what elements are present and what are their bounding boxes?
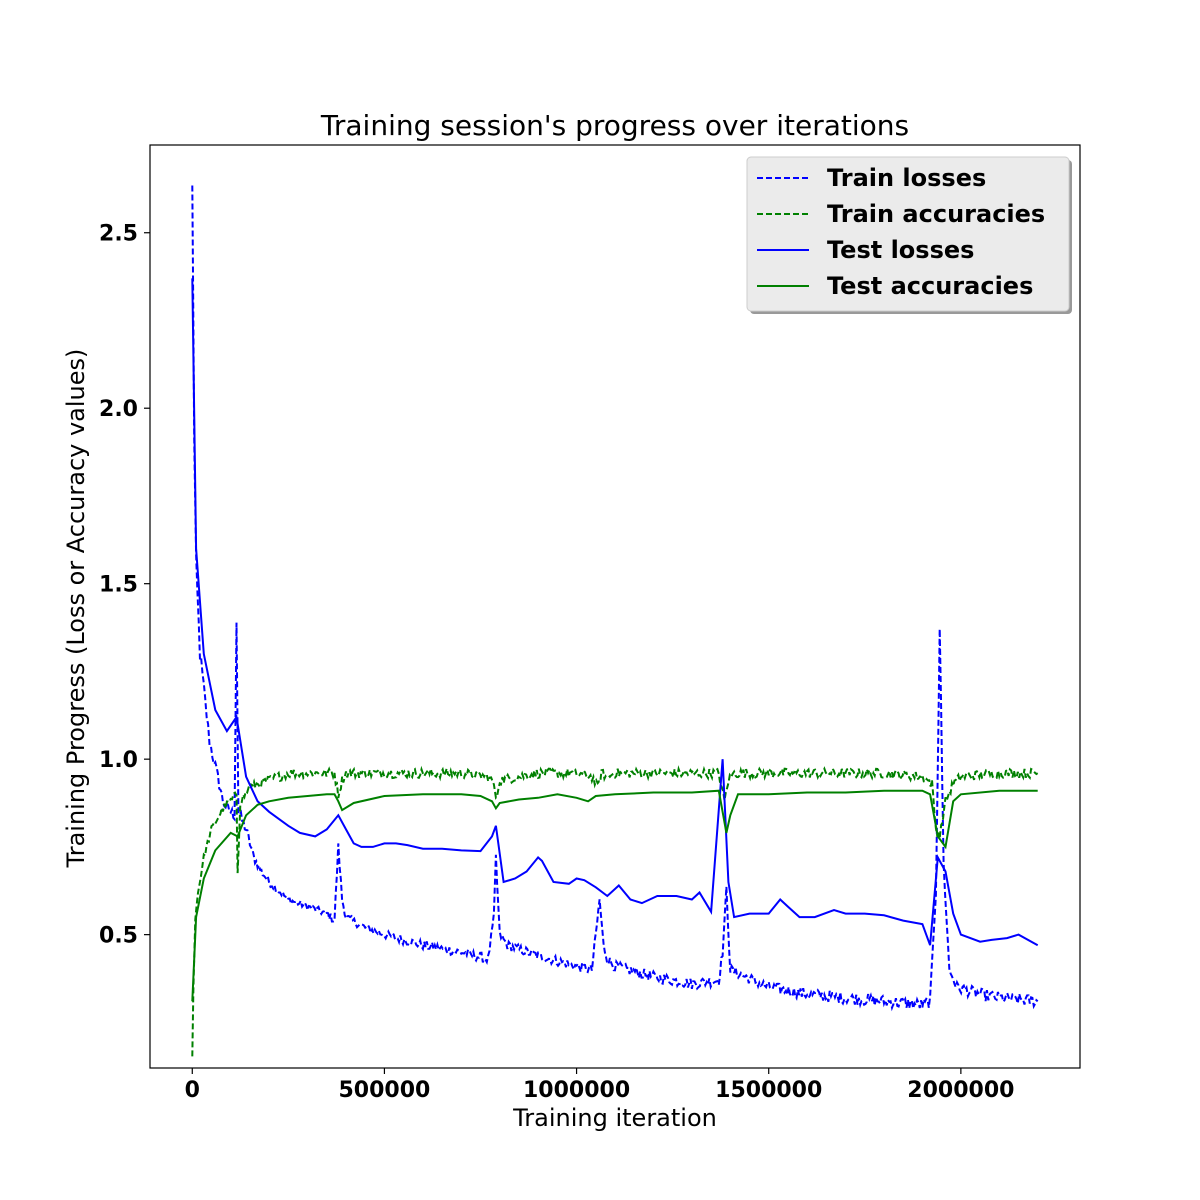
series-line-test-accuracies bbox=[191, 789, 1038, 1002]
plot-lines bbox=[191, 185, 1039, 1057]
legend-box bbox=[746, 156, 1070, 312]
y-tick-label: 2.0 bbox=[99, 397, 138, 422]
series-line-train-losses bbox=[191, 185, 1039, 1012]
legend-label: Train accuracies bbox=[827, 200, 1045, 228]
x-tick-label: 500000 bbox=[338, 1078, 430, 1103]
series-line-train-accuracies bbox=[191, 764, 1039, 1057]
chart-title: Training session's progress over iterati… bbox=[320, 109, 909, 142]
y-tick-label: 1.0 bbox=[99, 748, 138, 773]
legend: Train losses Train accuracies Test losses T… bbox=[746, 156, 1072, 314]
plot-frame bbox=[149, 144, 1081, 1069]
x-tick-label: 2000000 bbox=[907, 1078, 1014, 1103]
x-tick-label: 0 bbox=[185, 1078, 200, 1103]
x-tick-label: 1000000 bbox=[523, 1078, 630, 1103]
y-tick-label: 1.5 bbox=[99, 573, 138, 598]
x-axis-label: Training iteration bbox=[512, 1104, 717, 1132]
y-axis-label: Training Progress (Loss or Accuracy valu… bbox=[62, 349, 90, 869]
legend-label: Train losses bbox=[827, 164, 986, 192]
y-tick-label: 0.5 bbox=[99, 924, 138, 949]
y-axis: 0.5 1.0 1.5 2.0 2.5 bbox=[99, 222, 150, 949]
legend-label: Test accuracies bbox=[827, 272, 1033, 300]
y-tick-label: 2.5 bbox=[99, 222, 138, 247]
legend-label: Test losses bbox=[827, 236, 974, 264]
series-line-test-losses bbox=[191, 278, 1039, 947]
x-tick-label: 1500000 bbox=[715, 1078, 822, 1103]
x-axis: 0 500000 1000000 1500000 2000000 bbox=[185, 1068, 1014, 1103]
